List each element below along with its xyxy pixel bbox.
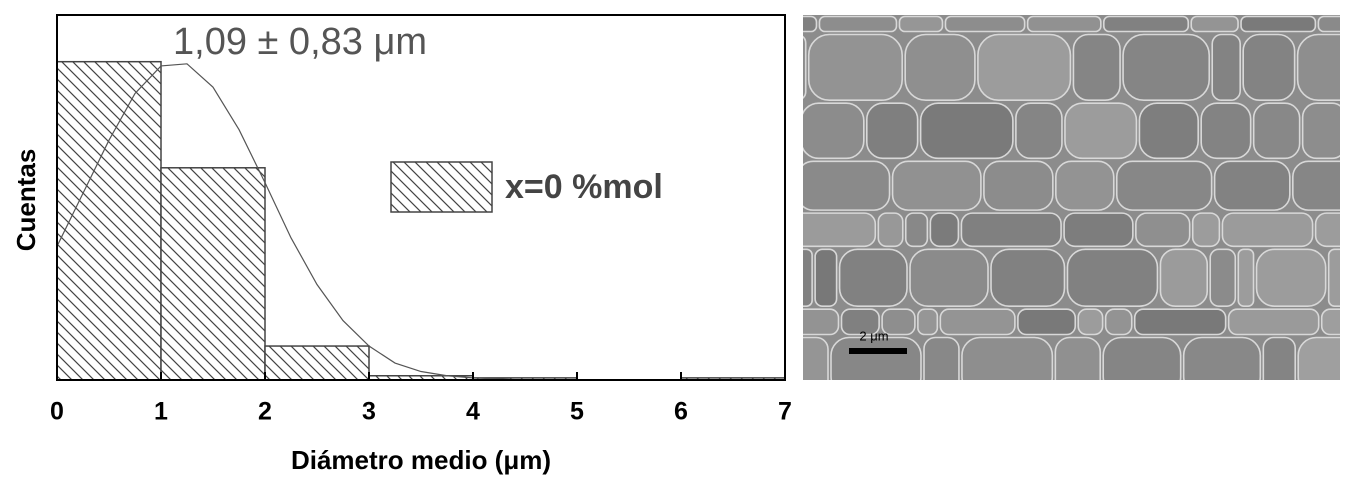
- bar: [264, 345, 370, 381]
- grain: [1138, 102, 1199, 160]
- grain: [939, 308, 1016, 336]
- grain: [803, 308, 840, 336]
- grain: [1190, 15, 1239, 33]
- grain: [944, 15, 1026, 33]
- grain: [814, 248, 838, 307]
- grain: [923, 336, 960, 380]
- grain: [1296, 33, 1340, 102]
- grain: [961, 336, 1054, 380]
- x-tick-label: 3: [362, 398, 376, 426]
- grain: [1242, 33, 1296, 102]
- x-tick-label: 4: [466, 398, 480, 426]
- grain: [1252, 102, 1301, 160]
- grain: [803, 102, 865, 160]
- x-tick-label: 0: [50, 398, 64, 426]
- grain: [891, 160, 982, 211]
- grain: [1227, 308, 1320, 336]
- grain: [909, 248, 989, 307]
- grain: [803, 15, 818, 33]
- y-axis-label: Cuentas: [11, 149, 41, 252]
- grain: [1072, 33, 1121, 102]
- grain: [1064, 102, 1138, 160]
- grain: [1133, 308, 1227, 336]
- grain: [840, 308, 880, 336]
- x-axis-label: Diámetro medio (μm): [291, 445, 551, 475]
- grain: [898, 15, 944, 33]
- grain: [929, 212, 960, 248]
- grain: [1026, 15, 1102, 33]
- bar: [160, 167, 266, 381]
- grain: [1017, 308, 1077, 336]
- plot-frame: [56, 14, 786, 381]
- grain: [1159, 248, 1209, 307]
- grain: [1122, 33, 1211, 102]
- grain: [1066, 248, 1159, 307]
- grain: [1237, 248, 1255, 307]
- grain: [1102, 336, 1182, 380]
- grain: [904, 212, 929, 248]
- fit-curve: [56, 63, 526, 381]
- grain: [1115, 160, 1213, 211]
- grain: [1015, 102, 1063, 160]
- grain: [1297, 336, 1340, 380]
- grain: [1221, 212, 1314, 248]
- grain: [778, 103, 798, 158]
- grain: [1077, 308, 1104, 336]
- scale-label: 2 μm: [859, 328, 888, 343]
- grain: [1240, 15, 1317, 33]
- grain: [919, 102, 1014, 160]
- grain: [1292, 160, 1340, 211]
- grain: [904, 33, 976, 102]
- x-tick-label: 2: [258, 398, 272, 426]
- annotation: 1,09 ± 0,83 μm: [173, 21, 427, 63]
- grain: [990, 248, 1066, 307]
- grain: [1063, 212, 1134, 248]
- grain: [803, 336, 829, 380]
- grain: [803, 35, 807, 100]
- grain: [960, 212, 1062, 248]
- grain: [866, 102, 919, 160]
- grain: [1317, 15, 1340, 33]
- legend-label: x=0 %mol: [505, 168, 663, 206]
- x-tick-label: 1: [154, 398, 168, 426]
- grain: [1104, 308, 1133, 336]
- grain: [1327, 248, 1340, 307]
- grain: [1135, 212, 1191, 248]
- grain: [983, 160, 1054, 211]
- grain: [803, 212, 877, 248]
- grain: [830, 336, 922, 380]
- grain: [807, 33, 903, 102]
- grain: [1103, 15, 1190, 33]
- grain: [803, 248, 813, 307]
- bar: [56, 60, 162, 381]
- grain: [838, 248, 908, 307]
- grain: [1211, 33, 1241, 102]
- legend-swatch: [390, 161, 493, 213]
- grain: [818, 15, 898, 33]
- x-tick-label: 5: [570, 398, 584, 426]
- grain: [1262, 336, 1297, 380]
- grain: [803, 160, 891, 211]
- grain: [1213, 160, 1291, 211]
- grain: [1320, 308, 1340, 336]
- grain: [1301, 102, 1340, 160]
- scale-bar: [849, 348, 907, 354]
- grain: [1055, 160, 1115, 211]
- grain: [877, 212, 904, 248]
- x-tick-label: 7: [778, 398, 792, 426]
- grain: [881, 308, 916, 336]
- grain: [1200, 102, 1252, 160]
- grain: [977, 33, 1072, 102]
- grain: [917, 308, 939, 336]
- grain: [1314, 212, 1340, 248]
- x-tick-label: 6: [674, 398, 688, 426]
- grain: [1182, 336, 1262, 380]
- micrograph: [778, 15, 1340, 380]
- grain: [1209, 248, 1237, 307]
- grain: [1255, 248, 1327, 307]
- grain: [1191, 212, 1221, 248]
- grain: [1054, 336, 1102, 380]
